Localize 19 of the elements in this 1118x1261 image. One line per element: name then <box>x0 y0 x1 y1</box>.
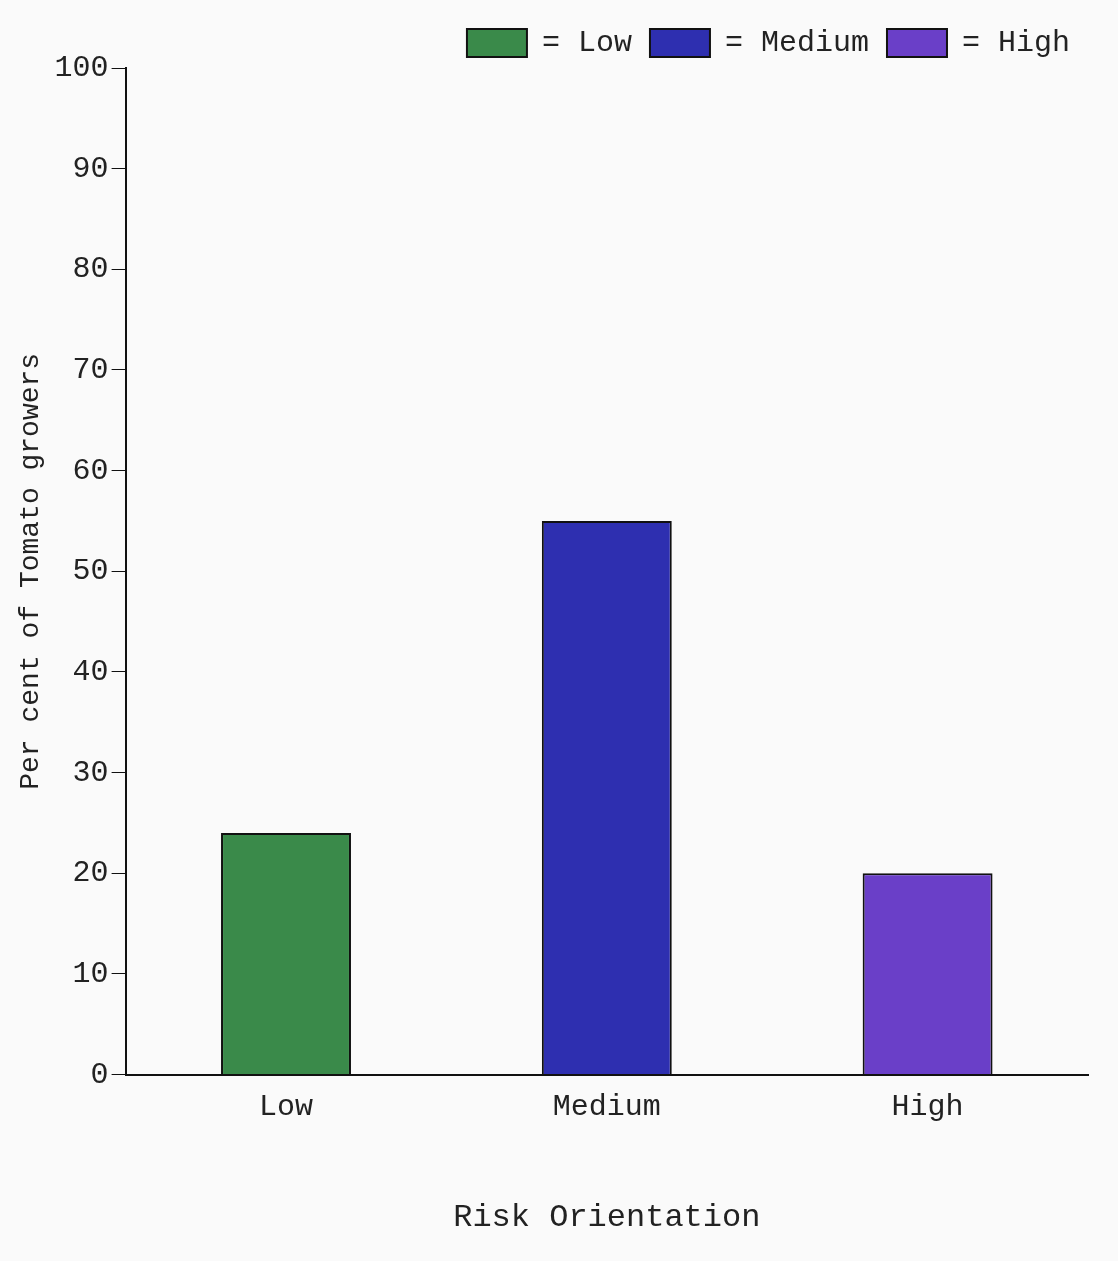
y-tick-label: 90 <box>72 151 109 186</box>
y-tick-label: 100 <box>54 50 109 85</box>
x-tick-label: High <box>891 1089 964 1124</box>
x-axis-title: Risk Orientation <box>453 1199 761 1237</box>
legend-label: = Medium <box>724 25 869 60</box>
x-tick-label: Medium <box>552 1089 661 1124</box>
y-tick-label: 30 <box>72 755 109 790</box>
y-tick-label: 40 <box>72 654 109 689</box>
y-tick-label: 70 <box>72 352 109 387</box>
y-tick-label: 0 <box>90 1057 109 1092</box>
y-tick-label: 50 <box>72 554 109 589</box>
x-tick-label: Low <box>259 1089 314 1124</box>
legend-label: = High <box>961 25 1071 60</box>
legend-label: = Low <box>541 25 632 60</box>
y-tick-label: 80 <box>72 252 109 287</box>
y-tick-label: 20 <box>72 856 109 891</box>
y-tick-label: 60 <box>72 453 109 488</box>
y-axis-title: Per cent of Tomato growers <box>15 352 47 790</box>
y-tick-label: 10 <box>72 956 109 991</box>
